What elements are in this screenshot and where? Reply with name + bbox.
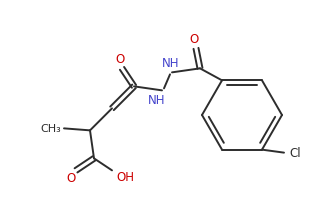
Text: O: O bbox=[66, 172, 76, 185]
Text: OH: OH bbox=[116, 171, 134, 184]
Text: O: O bbox=[189, 33, 199, 46]
Text: CH₃: CH₃ bbox=[41, 124, 61, 134]
Text: Cl: Cl bbox=[289, 147, 301, 160]
Text: NH: NH bbox=[162, 57, 180, 70]
Text: NH: NH bbox=[148, 94, 166, 107]
Text: O: O bbox=[115, 53, 125, 66]
